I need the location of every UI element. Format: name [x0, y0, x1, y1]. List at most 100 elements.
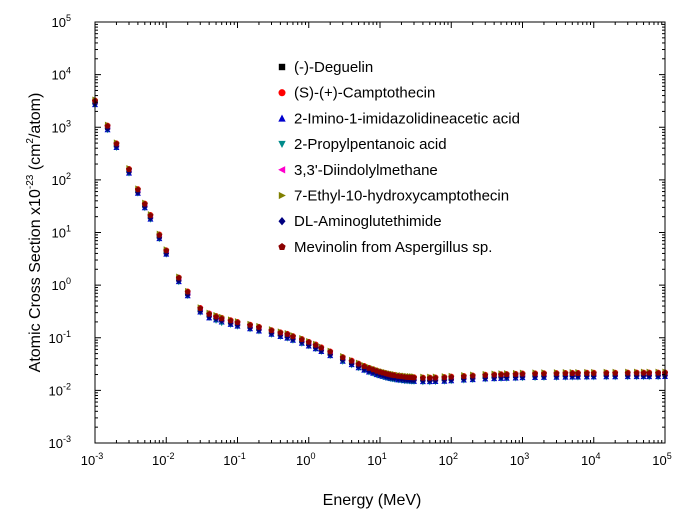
data-point [206, 311, 213, 317]
data-point [277, 329, 284, 336]
y-tick-label: 100 [52, 276, 71, 293]
data-point [206, 313, 213, 321]
data-point [624, 369, 631, 376]
data-point [482, 372, 489, 378]
data-point [432, 374, 439, 381]
legend-label: (S)-(+)-Camptothecin [294, 85, 435, 102]
data-point [247, 322, 254, 328]
data-point [113, 140, 120, 147]
legend-label: Mevinolin from Aspergillus sp. [294, 239, 492, 256]
legend-label: 2-Propylpentanoic acid [294, 136, 447, 153]
data-point [612, 370, 619, 376]
x-tick-label: 104 [581, 451, 600, 468]
data-point [419, 374, 426, 381]
y-tick-label: 10-3 [49, 434, 71, 451]
data-point [339, 354, 346, 361]
data-point [227, 317, 234, 324]
y-tick-label: 102 [52, 171, 71, 188]
x-tick-label: 103 [510, 451, 529, 468]
data-point [460, 373, 467, 379]
data-point [218, 315, 225, 322]
x-tick-label: 101 [367, 451, 386, 468]
data-point [104, 123, 111, 129]
data-point [491, 371, 498, 378]
legend-label: 3,3'-Diindolylmethane [294, 162, 438, 179]
legend-marker [278, 217, 286, 226]
data-point [268, 327, 275, 334]
x-tick-label: 102 [439, 451, 458, 468]
data-point [583, 370, 590, 376]
data-point [569, 370, 576, 376]
plot-area [91, 96, 669, 386]
data-point [163, 247, 170, 254]
legend-marker [278, 243, 286, 251]
data-point [361, 363, 368, 370]
y-tick-label: 105 [52, 13, 71, 30]
data-point [197, 305, 204, 311]
data-point [175, 274, 182, 281]
data-point [640, 369, 647, 376]
y-tick-label: 104 [52, 66, 71, 83]
data-point [147, 214, 154, 222]
data-point [318, 344, 325, 351]
legend-label: 7-Ethyl-10-hydroxycamptothecin [294, 188, 509, 205]
data-point [197, 307, 204, 315]
legend-label: DL-Aminoglutethimide [294, 213, 442, 230]
data-point [141, 200, 148, 207]
data-point [184, 288, 191, 295]
x-axis-title: Energy (MeV) [323, 492, 422, 509]
data-point [305, 339, 312, 345]
legend-marker [278, 191, 286, 200]
y-tick-label: 10-2 [49, 381, 71, 398]
x-tick-label: 10-2 [152, 451, 174, 468]
data-point [289, 333, 296, 340]
legend-marker [278, 140, 286, 148]
legend-marker [278, 114, 286, 122]
data-point [540, 370, 547, 377]
data-point [503, 371, 510, 378]
data-point [284, 331, 291, 337]
data-point [590, 370, 597, 376]
data-point [512, 371, 519, 377]
x-tick-label: 10-1 [223, 451, 245, 468]
legend-marker [278, 63, 286, 71]
series-7 [92, 97, 668, 381]
data-point [448, 373, 455, 380]
data-point [519, 370, 526, 377]
y-tick-label: 10-1 [49, 329, 71, 346]
legend-label: 2-Imino-1-imidazolidineacetic acid [294, 110, 520, 127]
data-point [312, 342, 319, 348]
data-point [355, 361, 362, 367]
axes: 10-3 10-2 10-1 100 101 102 103 104 105 10-3 10-2 10… [25, 13, 672, 509]
data-point [126, 166, 132, 172]
data-point [348, 357, 355, 364]
data-point [655, 369, 662, 376]
data-point [426, 374, 433, 381]
legend: (-)-Deguelin (S)-(+)-Camptothecin 2-Imino-… [278, 59, 520, 256]
data-point [234, 319, 241, 326]
data-point [646, 369, 653, 376]
data-point [441, 374, 448, 381]
legend-marker [278, 89, 286, 97]
data-point [603, 370, 610, 376]
data-point [255, 324, 262, 330]
data-point [469, 372, 476, 379]
data-point [553, 370, 560, 377]
y-tick-label: 103 [52, 118, 71, 135]
data-point [532, 370, 539, 377]
data-point [327, 348, 334, 355]
x-tick-label: 10-3 [81, 451, 103, 468]
x-tick-label: 100 [296, 451, 315, 468]
x-tick-label: 105 [652, 451, 671, 468]
data-point [135, 188, 141, 196]
legend-marker [278, 166, 286, 174]
data-point [298, 336, 305, 343]
y-tick-label: 101 [52, 224, 71, 241]
data-point [562, 370, 569, 377]
data-point [574, 370, 581, 376]
data-point [156, 232, 163, 238]
y-axis-title: Atomic Cross Section x10-23 (cm2/atom) [25, 93, 44, 373]
data-point [213, 313, 220, 320]
